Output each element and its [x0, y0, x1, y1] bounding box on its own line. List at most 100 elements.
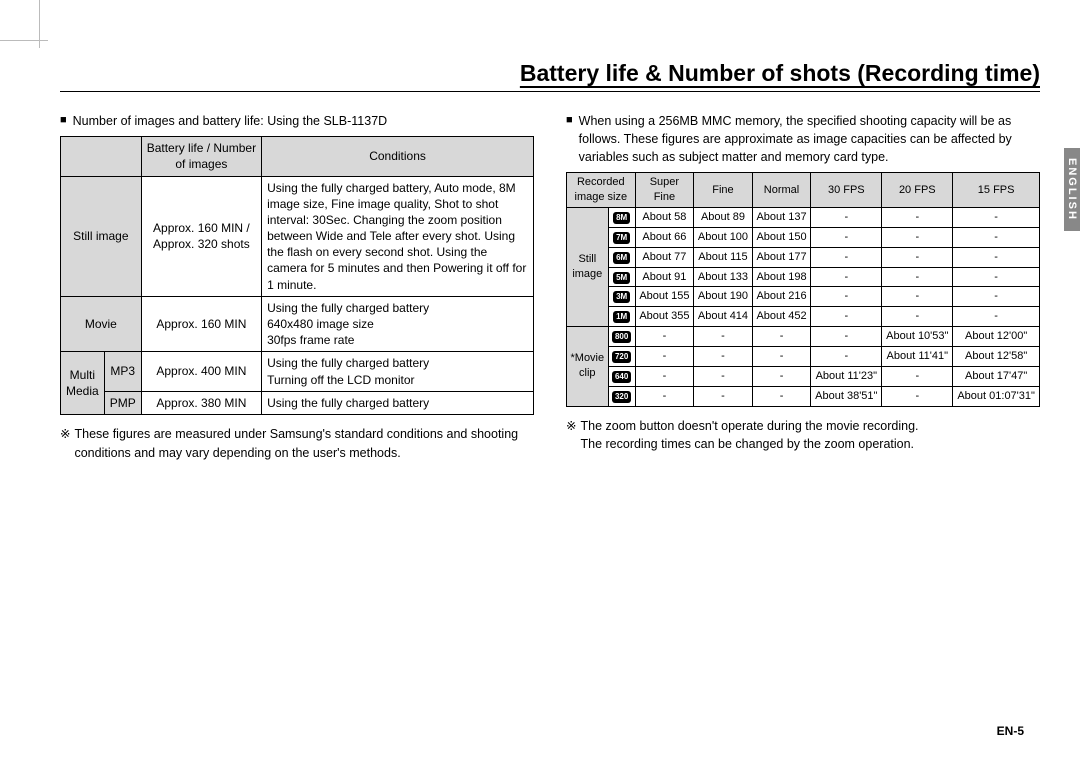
value-cell: About 12'58": [953, 346, 1040, 366]
value-cell: -: [811, 247, 882, 267]
value-cell: -: [752, 386, 811, 406]
table-row: 720----About 11'41"About 12'58": [567, 346, 1040, 366]
value-cell: -: [953, 227, 1040, 247]
value-cell: About 89: [694, 208, 753, 228]
value-cell: About 38'51": [811, 386, 882, 406]
table-row: 7MAbout 66About 100About 150---: [567, 227, 1040, 247]
value-cell: About 11'23": [811, 366, 882, 386]
left-footnote: ※ These figures are measured under Samsu…: [60, 425, 534, 463]
value-cell: About 115: [694, 247, 753, 267]
value-cell: About 150: [752, 227, 811, 247]
size-cell: 720: [608, 346, 635, 366]
value-cell: About 66: [635, 227, 694, 247]
category-label: Still image: [567, 208, 609, 327]
value-cell: -: [694, 327, 753, 347]
value-cell: -: [953, 287, 1040, 307]
value-cell: -: [953, 267, 1040, 287]
value-cell: About 10'53": [882, 327, 953, 347]
size-cell: 800: [608, 327, 635, 347]
value-cell: -: [882, 267, 953, 287]
value-cell: -: [811, 227, 882, 247]
size-icon: 720: [612, 351, 631, 363]
capacity-table: Recorded image size Super Fine Fine Norm…: [566, 172, 1040, 406]
language-tab: ENGLISH: [1064, 148, 1080, 231]
battery-life-table: Battery life / Number of images Conditio…: [60, 136, 534, 415]
size-cell: 5M: [608, 267, 635, 287]
table-row: 3MAbout 155About 190About 216---: [567, 287, 1040, 307]
value-cell: -: [694, 346, 753, 366]
value-cell: -: [882, 366, 953, 386]
right-column: ■ When using a 256MB MMC memory, the spe…: [566, 112, 1040, 462]
size-cell: 3M: [608, 287, 635, 307]
square-bullet-icon: ■: [60, 113, 67, 131]
size-cell: 7M: [608, 227, 635, 247]
square-bullet-icon: ■: [566, 113, 573, 167]
size-cell: 640: [608, 366, 635, 386]
value-cell: -: [752, 366, 811, 386]
value-cell: -: [882, 307, 953, 327]
page-title: Battery life & Number of shots (Recordin…: [60, 60, 1040, 92]
size-icon: 8M: [613, 212, 630, 224]
size-icon: 320: [612, 391, 631, 403]
value-cell: -: [635, 327, 694, 347]
value-cell: -: [882, 247, 953, 267]
value-cell: -: [694, 386, 753, 406]
category-label: *Movie clip: [567, 327, 609, 406]
value-cell: About 137: [752, 208, 811, 228]
value-cell: About 198: [752, 267, 811, 287]
value-cell: About 91: [635, 267, 694, 287]
left-heading: ■ Number of images and battery life: Usi…: [60, 112, 534, 130]
size-cell: 8M: [608, 208, 635, 228]
value-cell: -: [882, 227, 953, 247]
value-cell: About 190: [694, 287, 753, 307]
table-row: 1MAbout 355About 414About 452---: [567, 307, 1040, 327]
value-cell: About 355: [635, 307, 694, 327]
value-cell: -: [811, 346, 882, 366]
value-cell: -: [811, 327, 882, 347]
size-icon: 1M: [613, 311, 630, 323]
value-cell: -: [752, 327, 811, 347]
value-cell: About 17'47": [953, 366, 1040, 386]
size-icon: 800: [612, 331, 631, 343]
value-cell: -: [635, 346, 694, 366]
value-cell: About 133: [694, 267, 753, 287]
size-cell: 1M: [608, 307, 635, 327]
value-cell: -: [635, 366, 694, 386]
value-cell: -: [953, 307, 1040, 327]
value-cell: -: [694, 366, 753, 386]
table-row: 5MAbout 91About 133About 198---: [567, 267, 1040, 287]
value-cell: About 452: [752, 307, 811, 327]
table-row: *Movie clip800----About 10'53"About 12'0…: [567, 327, 1040, 347]
value-cell: -: [811, 267, 882, 287]
value-cell: -: [752, 346, 811, 366]
value-cell: -: [882, 287, 953, 307]
value-cell: -: [811, 287, 882, 307]
value-cell: About 01:07'31": [953, 386, 1040, 406]
value-cell: About 414: [694, 307, 753, 327]
value-cell: About 100: [694, 227, 753, 247]
size-cell: 6M: [608, 247, 635, 267]
value-cell: -: [953, 247, 1040, 267]
right-footnote: ※ The zoom button doesn't operate during…: [566, 417, 1040, 455]
right-heading: ■ When using a 256MB MMC memory, the spe…: [566, 112, 1040, 166]
size-icon: 7M: [613, 232, 630, 244]
value-cell: -: [882, 386, 953, 406]
size-icon: 6M: [613, 252, 630, 264]
table-row: 6MAbout 77About 115About 177---: [567, 247, 1040, 267]
value-cell: -: [811, 307, 882, 327]
value-cell: About 177: [752, 247, 811, 267]
page-number: EN-5: [997, 724, 1024, 738]
size-cell: 320: [608, 386, 635, 406]
value-cell: About 77: [635, 247, 694, 267]
value-cell: About 216: [752, 287, 811, 307]
size-icon: 640: [612, 371, 631, 383]
page-content: Battery life & Number of shots (Recordin…: [60, 60, 1040, 750]
value-cell: About 11'41": [882, 346, 953, 366]
value-cell: -: [882, 208, 953, 228]
left-column: ■ Number of images and battery life: Usi…: [60, 112, 534, 462]
value-cell: -: [811, 208, 882, 228]
value-cell: About 155: [635, 287, 694, 307]
table-row: Still image8MAbout 58About 89About 137--…: [567, 208, 1040, 228]
size-icon: 3M: [613, 291, 630, 303]
value-cell: -: [635, 386, 694, 406]
